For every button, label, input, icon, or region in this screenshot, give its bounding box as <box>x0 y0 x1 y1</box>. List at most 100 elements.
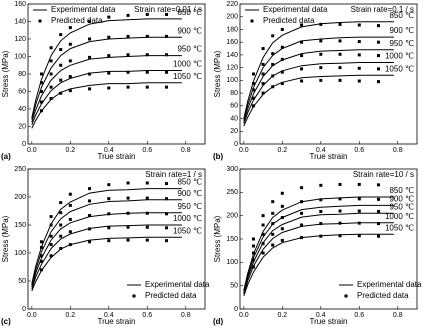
temperature-label: 1050 ℃ <box>385 223 414 232</box>
predicted-point <box>49 234 53 238</box>
predicted-point <box>319 22 323 26</box>
y-tick-label: 200 <box>226 14 238 21</box>
predicted-point <box>88 187 92 191</box>
experimental-line <box>243 222 394 295</box>
y-tick-label: 160 <box>14 1 26 8</box>
predicted-point <box>300 54 304 58</box>
predicted-point <box>49 59 53 63</box>
predicted-point <box>88 20 92 23</box>
predicted-point <box>126 225 130 229</box>
predicted-point <box>261 223 265 227</box>
panel: 0 20 40 60 80 100 120 140 160 180 200 220 0.0 0.2 0.4 0… <box>213 1 418 161</box>
predicted-point <box>107 212 111 216</box>
predicted-point <box>261 214 265 218</box>
predicted-point <box>39 81 43 85</box>
predicted-point <box>338 39 342 43</box>
experimental-line <box>31 18 182 118</box>
predicted-point <box>319 52 323 56</box>
x-axis-label: True strain <box>98 317 136 326</box>
temperature-label: 850 ℃ <box>389 186 414 195</box>
y-tick-label: 140 <box>14 18 26 25</box>
predicted-point <box>377 67 381 71</box>
predicted-point <box>271 243 275 247</box>
predicted-point <box>49 72 53 76</box>
predicted-point <box>357 40 361 44</box>
predicted-point <box>261 82 265 86</box>
y-tick-label: 150 <box>14 222 26 229</box>
predicted-point <box>300 67 304 71</box>
predicted-point <box>145 70 149 74</box>
x-tick-label: 0.0 <box>27 312 37 319</box>
x-tick-label: 0.0 <box>239 147 249 154</box>
experimental-line <box>243 212 394 293</box>
predicted-point <box>49 215 53 219</box>
temperature-label: 1050 ℃ <box>173 72 202 81</box>
predicted-point <box>107 197 111 201</box>
temperature-label: 950 ℃ <box>177 202 202 211</box>
x-tick-label: 0.8 <box>181 147 191 154</box>
experimental-line <box>31 188 182 284</box>
x-tick-label: 0.2 <box>65 147 75 154</box>
predicted-point <box>280 27 284 31</box>
predicted-point <box>59 211 63 215</box>
predicted-point <box>165 182 169 186</box>
predicted-point <box>357 197 361 201</box>
predicted-point <box>126 85 130 89</box>
temperature-label: 1000 ℃ <box>173 214 202 223</box>
predicted-point <box>145 211 149 215</box>
temperature-label: 1000 ℃ <box>385 52 414 61</box>
predicted-point <box>145 53 149 57</box>
strain-rate-annotation: Strain rate=0.01 / s <box>134 5 202 14</box>
predicted-point <box>59 201 63 205</box>
x-axis-label: True strain <box>310 317 348 326</box>
predicted-point <box>319 209 323 213</box>
predicted-point <box>165 239 169 243</box>
predicted-point <box>59 33 63 37</box>
x-tick-label: 0.8 <box>393 312 403 319</box>
predicted-point <box>126 211 130 215</box>
predicted-point <box>357 182 361 186</box>
predicted-point <box>280 45 284 49</box>
predicted-point <box>145 181 149 185</box>
x-tick-label: 0.6 <box>142 147 152 154</box>
predicted-point <box>39 240 43 244</box>
x-axis-label: True strain <box>310 152 348 161</box>
predicted-point <box>338 52 342 56</box>
experimental-line <box>243 74 394 127</box>
predicted-point <box>59 78 63 82</box>
predicted-point <box>261 251 265 255</box>
y-axis-label: Stress (MPa) <box>213 215 222 262</box>
predicted-point <box>68 75 72 79</box>
temperature-label: 950 ℃ <box>389 39 414 48</box>
predicted-point <box>165 197 169 201</box>
predicted-point <box>88 37 92 41</box>
x-tick-label: 0.8 <box>393 147 403 154</box>
predicted-point <box>271 74 275 78</box>
experimental-line <box>31 55 182 123</box>
predicted-point <box>261 62 265 66</box>
panel: 0 50 100 150 200 250 0.0 0.2 0.4 0.6 0.8 True strai… <box>1 166 210 326</box>
y-tick-label: 150 <box>226 236 238 243</box>
y-tick-label: 250 <box>226 189 238 196</box>
predicted-point <box>49 223 53 227</box>
y-tick-label: 80 <box>18 71 26 78</box>
legend-label: Predicted data <box>145 291 197 300</box>
predicted-point <box>107 71 111 75</box>
y-tick-label: 20 <box>230 128 238 135</box>
y-tick-label: 300 <box>226 166 238 173</box>
y-tick-label: 200 <box>226 213 238 220</box>
predicted-point <box>88 213 92 217</box>
y-tick-label: 250 <box>14 166 26 173</box>
y-tick-label: 100 <box>14 250 26 257</box>
predicted-point <box>88 227 92 231</box>
predicted-point <box>68 217 72 221</box>
y-tick-label: 100 <box>226 259 238 266</box>
y-tick-label: 80 <box>230 90 238 97</box>
predicted-point <box>68 42 72 46</box>
y-tick-label: 180 <box>226 26 238 33</box>
predicted-point <box>126 13 130 17</box>
predicted-point <box>319 39 323 43</box>
temperature-label: 850 ℃ <box>177 178 202 187</box>
predicted-point <box>68 26 72 30</box>
predicted-point <box>338 182 342 186</box>
